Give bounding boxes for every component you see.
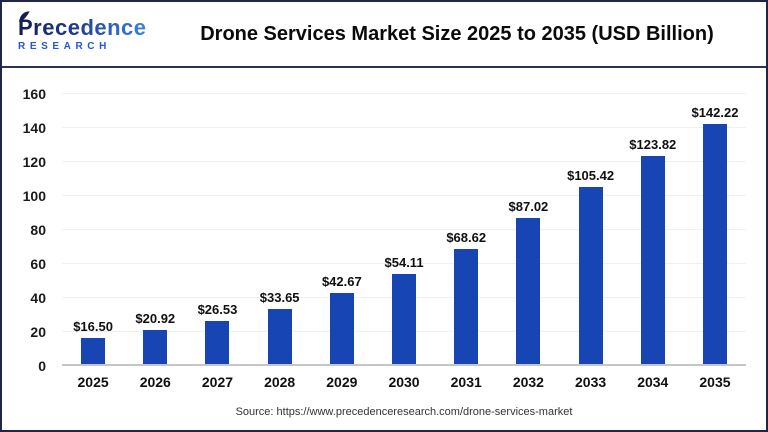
- x-tick-label-2026: 2026: [139, 374, 171, 390]
- bar-group-2034: $123.82: [622, 94, 684, 366]
- bar-group-2029: $42.67: [311, 94, 373, 366]
- bar-group-2035: $142.22: [684, 94, 746, 366]
- bar-2034: [640, 155, 665, 366]
- y-axis: 0 20 40 60 80 100 120 140 160: [2, 87, 54, 373]
- bar-value-label-2032: $87.02: [508, 199, 549, 215]
- y-tick-label-100: 100: [22, 188, 46, 204]
- bar-value-label-2031: $68.62: [446, 230, 487, 246]
- bar-group-2027: $26.53: [186, 94, 248, 366]
- bar-value-label-2034: $123.82: [629, 136, 677, 152]
- x-tick-label-2028: 2028: [264, 374, 296, 390]
- bar-2033: [578, 186, 603, 366]
- bar-2029: [329, 293, 354, 366]
- chart: 0 20 40 60 80 100 120 140 160 $16.50 $20.92 $26.53…: [2, 68, 766, 418]
- x-tick-label-2029: 2029: [326, 374, 358, 390]
- x-tick-label-2025: 2025: [77, 374, 109, 390]
- y-tick-label-140: 140: [22, 120, 46, 136]
- bar-group-2028: $33.65: [249, 94, 311, 366]
- gridline-160: [62, 93, 746, 94]
- gridline-60: [62, 263, 746, 264]
- y-tick-label-120: 120: [22, 154, 46, 170]
- x-tick-label-2032: 2032: [512, 374, 544, 390]
- logo-subtitle: RESEARCH: [18, 40, 111, 52]
- bar-value-label-2033: $105.42: [567, 167, 615, 183]
- bar-value-label-2027: $26.53: [197, 301, 238, 317]
- gridline-0: [62, 364, 746, 366]
- bar-2032: [516, 218, 541, 366]
- bar-value-label-2028: $33.65: [259, 289, 300, 305]
- bar-2035: [702, 124, 727, 366]
- bar-2030: [392, 274, 417, 366]
- gridline-120: [62, 161, 746, 162]
- bar-value-label-2026: $20.92: [135, 311, 176, 327]
- bar-value-label-2025: $16.50: [73, 318, 113, 334]
- y-tick-label-40: 40: [30, 290, 46, 306]
- bars: $16.50 $20.92 $26.53 $33.65 $42.67 $54.11 $68.…: [62, 94, 746, 366]
- logo-wordmark: Precedence: [18, 14, 147, 40]
- bar-value-label-2035: $142.22: [691, 105, 739, 121]
- bar-group-2025: $16.50: [62, 94, 124, 366]
- bar-2026: [143, 330, 168, 366]
- x-tick-label-2034: 2034: [637, 374, 669, 390]
- header: Precedence RESEARCH Drone Services Marke…: [2, 2, 766, 68]
- bar-value-label-2030: $54.11: [384, 255, 424, 271]
- bar-group-2032: $87.02: [497, 94, 559, 366]
- bar-group-2030: $54.11: [373, 94, 435, 366]
- plot-area: $16.50 $20.92 $26.53 $33.65 $42.67 $54.11 $68.…: [62, 93, 746, 366]
- bar-value-label-2029: $42.67: [321, 274, 362, 290]
- gridline-140: [62, 127, 746, 128]
- x-tick-label-2033: 2033: [575, 374, 607, 390]
- bar-2028: [267, 308, 292, 366]
- source-text: Source: https://www.precedenceresearch.c…: [235, 406, 573, 418]
- y-tick-label-20: 20: [30, 324, 46, 340]
- gridline-100: [62, 195, 746, 196]
- y-tick-label-60: 60: [30, 256, 46, 272]
- x-tick-label-2035: 2035: [699, 374, 731, 390]
- precedence-research-logo: Precedence RESEARCH: [18, 10, 176, 52]
- bar-2027: [205, 320, 230, 366]
- bar-group-2031: $68.62: [435, 94, 497, 366]
- leaf-icon: [17, 10, 31, 28]
- y-tick-label-160: 160: [22, 86, 46, 102]
- x-axis-labels: 2025 2026 2027 2028 2029 2030 2031 2032 2033 2034…: [62, 374, 746, 390]
- bar-group-2026: $20.92: [124, 94, 186, 366]
- chart-title: Drone Services Market Size 2025 to 2035 …: [200, 22, 714, 45]
- bar-group-2033: $105.42: [560, 94, 622, 366]
- gridline-80: [62, 229, 746, 230]
- y-tick-label-0: 0: [38, 358, 46, 374]
- bar-2031: [454, 249, 479, 366]
- bar-2025: [81, 337, 106, 366]
- x-tick-label-2030: 2030: [388, 374, 420, 390]
- y-tick-label-80: 80: [30, 222, 46, 238]
- x-tick-label-2031: 2031: [450, 374, 482, 390]
- x-tick-label-2027: 2027: [201, 374, 234, 390]
